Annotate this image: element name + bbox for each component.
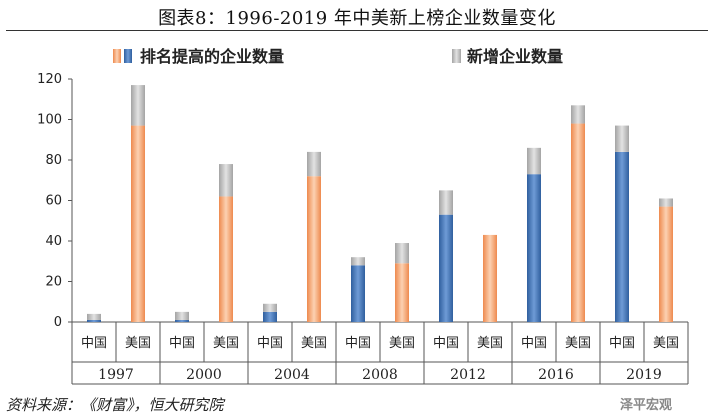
y-tick-label: 40 xyxy=(45,234,62,249)
country-label: 美国 xyxy=(125,336,151,351)
legend-swatch-us xyxy=(113,49,121,63)
source-note: 资料来源：《财富》，恒大研究院 xyxy=(6,396,224,414)
country-label: 中国 xyxy=(257,336,283,351)
year-label: 2019 xyxy=(626,367,662,383)
legend-label-ranked: 排名提高的企业数量 xyxy=(140,47,284,66)
bar-new-china-1997 xyxy=(87,313,101,320)
bar-new-china-2000 xyxy=(175,311,189,320)
bar-chart: 排名提高的企业数量 新增企业数量 0 20 40 60 80 100 120 中国 美国 199… xyxy=(37,47,689,385)
axes: 0 20 40 60 80 100 120 xyxy=(37,72,689,385)
y-tick-label: 60 xyxy=(45,194,62,209)
bar-new-us-2019 xyxy=(659,198,673,207)
bar-ranked-us-2004 xyxy=(307,176,321,322)
bar-new-us-2004 xyxy=(307,151,321,177)
bar-new-us-2016 xyxy=(571,105,585,124)
country-label: 美国 xyxy=(653,336,679,351)
bar-new-china-2012 xyxy=(439,190,453,215)
watermark: 泽平宏观 xyxy=(620,398,673,413)
country-label: 中国 xyxy=(81,336,107,351)
bar-ranked-china-1997 xyxy=(87,319,101,322)
bar-new-china-2004 xyxy=(263,303,277,312)
country-label: 中国 xyxy=(521,336,547,351)
bar-ranked-china-2004 xyxy=(263,311,277,322)
bar-ranked-us-2012 xyxy=(483,234,497,322)
year-label: 2004 xyxy=(274,367,310,383)
bar-ranked-china-2012 xyxy=(439,214,453,322)
legend-label-new: 新增企业数量 xyxy=(467,47,563,66)
year-label: 2016 xyxy=(538,367,574,383)
country-label: 美国 xyxy=(301,336,327,351)
bar-ranked-us-2019 xyxy=(659,206,673,322)
country-label: 美国 xyxy=(213,336,239,351)
year-label: 1997 xyxy=(98,367,134,383)
legend-swatch-china xyxy=(124,49,132,63)
year-label: 2000 xyxy=(186,367,222,383)
y-tick-label: 100 xyxy=(37,113,62,128)
title-rule xyxy=(6,30,708,31)
bar-ranked-china-2019 xyxy=(615,151,629,322)
bar-new-us-2008 xyxy=(395,243,409,264)
bars xyxy=(87,85,673,322)
year-label: 2008 xyxy=(362,367,398,383)
y-tick-label: 0 xyxy=(54,315,62,330)
bar-ranked-china-2000 xyxy=(175,319,189,322)
country-label: 中国 xyxy=(345,336,371,351)
year-label: 2012 xyxy=(450,367,486,383)
chart-title: 图表8：1996-2019 年中美新上榜企业数量变化 xyxy=(158,8,556,29)
bar-ranked-china-2008 xyxy=(351,265,365,322)
bar-ranked-us-1997 xyxy=(131,125,145,322)
country-label: 美国 xyxy=(565,336,591,351)
bar-new-china-2008 xyxy=(351,257,365,266)
country-label: 中国 xyxy=(609,336,635,351)
y-tick-label: 120 xyxy=(37,72,62,87)
bar-new-china-2016 xyxy=(527,147,541,175)
country-label: 美国 xyxy=(477,336,503,351)
legend: 排名提高的企业数量 新增企业数量 xyxy=(113,47,563,66)
bar-ranked-us-2008 xyxy=(395,263,409,322)
y-tick-label: 20 xyxy=(45,275,62,290)
country-label: 美国 xyxy=(389,336,415,351)
country-label: 中国 xyxy=(169,336,195,351)
bar-ranked-us-2000 xyxy=(219,196,233,322)
bar-new-us-1997 xyxy=(131,85,145,126)
bar-ranked-us-2016 xyxy=(571,123,585,322)
bar-new-us-2000 xyxy=(219,164,233,197)
bar-new-china-2019 xyxy=(615,125,629,152)
legend-swatch-new xyxy=(452,49,461,63)
x-category-labels: 中国 美国 1997 中国 美国 2000 中国 美国 2004 中国 美国 2008 中国 美国 2012… xyxy=(81,336,679,383)
y-tick-label: 80 xyxy=(45,153,62,168)
bar-ranked-china-2016 xyxy=(527,174,541,322)
country-label: 中国 xyxy=(433,336,459,351)
